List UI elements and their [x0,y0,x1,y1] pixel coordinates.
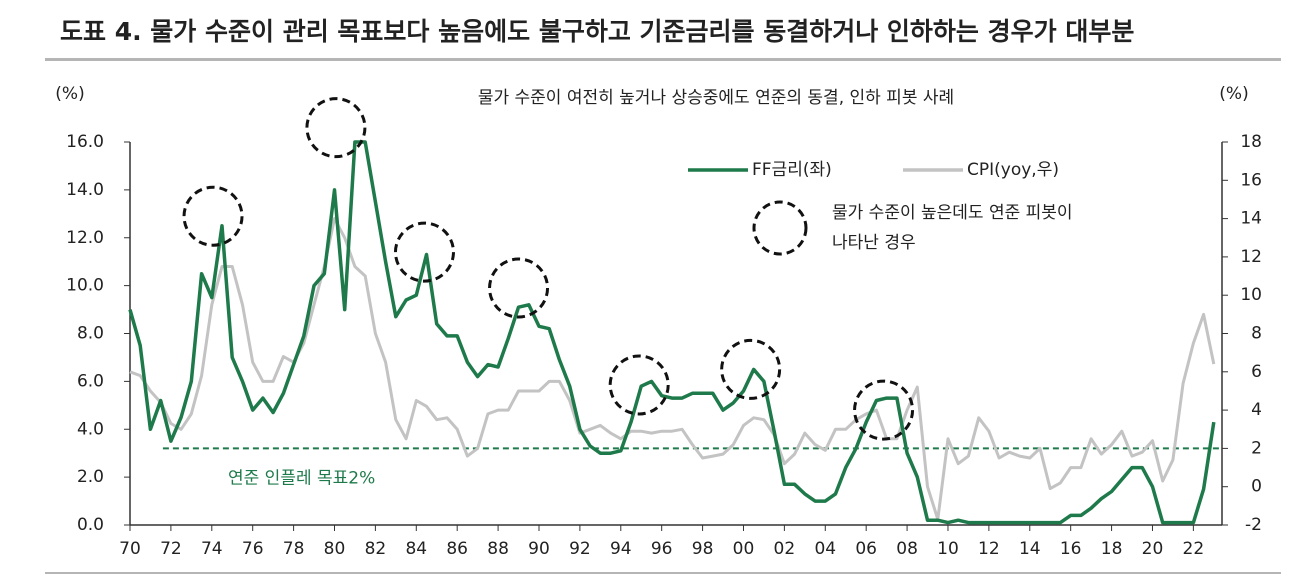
x-tick-label: 00 [733,539,755,559]
chart-title: 도표 4. 물가 수준이 관리 목표보다 높음에도 불구하고 기준금리를 동결하… [60,17,1134,46]
y2-axis-label: (%) [1219,84,1248,104]
series-line [128,140,1216,525]
x-tick-label: 92 [569,539,591,559]
pivot-marker [488,257,550,319]
pivot-marker [720,338,782,400]
y-tick-label: 8.0 [77,324,104,344]
subtitle: 물가 수준이 여전히 높거나 상승중에도 연준의 동결, 인하 피봇 사례 [478,88,954,108]
y2-tick-label: 12 [1240,247,1262,267]
x-tick-label: 06 [855,539,877,559]
pivot-legend-symbol [752,200,808,256]
legend-label: FF금리(좌) [752,160,832,180]
series-line [129,217,1216,521]
y-tick-label: 6.0 [77,371,104,391]
y2-tick-label: 16 [1240,170,1262,190]
x-tick-label: 12 [978,539,1000,559]
y2-tick-label: -2 [1245,515,1262,535]
y2-tick-label: 4 [1251,400,1262,420]
legend-label: CPI(yoy,우) [967,160,1059,180]
y-tick-label: 16.0 [66,132,104,152]
pivot-legend-text: 나타난 경우 [832,233,916,253]
x-tick-label: 14 [1019,539,1041,559]
x-tick-label: 04 [814,539,836,559]
x-tick-label: 02 [774,539,796,559]
x-tick-label: 16 [1060,539,1082,559]
y2-tick-label: 8 [1251,324,1262,344]
x-tick-label: 98 [692,539,714,559]
x-tick-label: 08 [896,539,918,559]
x-tick-label: 80 [324,539,346,559]
x-tick-label: 18 [1101,539,1123,559]
x-tick-label: 90 [528,539,550,559]
y-tick-label: 0.0 [77,515,104,535]
y-tick-label: 4.0 [77,419,104,439]
pivot-marker [393,221,455,283]
y-tick-label: 14.0 [66,180,104,200]
bottom-rule [45,572,1281,574]
y2-tick-label: 14 [1240,209,1262,229]
pivot-marker [305,97,367,159]
x-tick-label: 10 [937,539,959,559]
x-tick-label: 78 [283,539,305,559]
x-tick-label: 22 [1183,539,1205,559]
x-tick-label: 72 [160,539,182,559]
x-tick-label: 20 [1142,539,1164,559]
x-tick-label: 70 [119,539,141,559]
y-axis-label: (%) [55,84,84,104]
target-label: 연준 인플레 목표2% [228,468,375,488]
pivot-marker [853,379,915,441]
x-tick-label: 82 [365,539,387,559]
x-tick-label: 88 [487,539,509,559]
y2-tick-label: 6 [1251,362,1262,382]
y-tick-label: 10.0 [66,276,104,296]
y2-tick-label: 10 [1240,285,1262,305]
pivot-marker [608,354,670,416]
y2-tick-label: 18 [1240,132,1262,152]
y2-tick-label: 2 [1251,438,1262,458]
pivot-marker [182,185,244,247]
y-tick-label: 12.0 [66,228,104,248]
x-tick-label: 96 [651,539,673,559]
x-tick-label: 74 [201,539,223,559]
x-tick-label: 86 [446,539,468,559]
title-rule [45,58,1281,61]
x-tick-label: 94 [610,539,632,559]
x-tick-label: 76 [242,539,264,559]
y-tick-label: 2.0 [77,467,104,487]
pivot-legend-text: 물가 수준이 높은데도 연준 피봇이 [832,203,1073,223]
y2-tick-label: 0 [1251,477,1262,497]
x-tick-label: 84 [405,539,427,559]
